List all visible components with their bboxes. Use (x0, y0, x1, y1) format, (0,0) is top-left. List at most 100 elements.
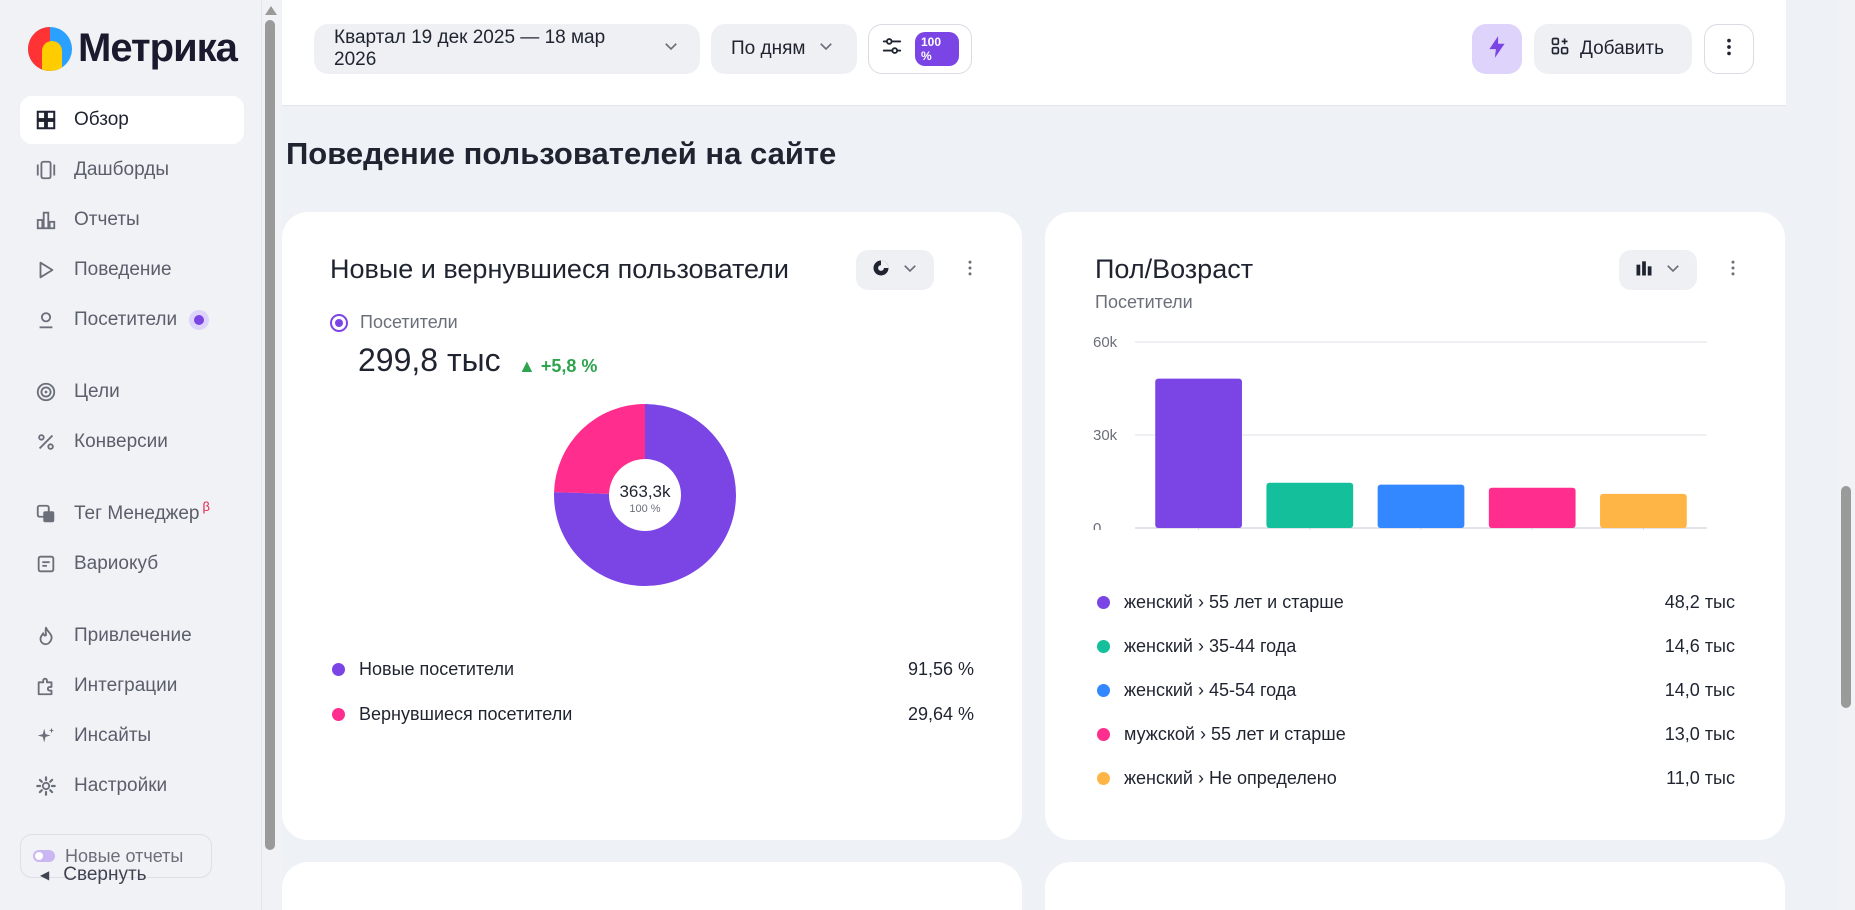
more-vertical-icon (1718, 36, 1740, 63)
play-icon (34, 258, 58, 282)
sidebar-item-acquisition[interactable]: Привлечение (20, 612, 244, 660)
donut-center-percent: 100 % (629, 503, 660, 515)
legend-value: 48,2 тыс (1664, 592, 1735, 612)
user-icon (34, 308, 58, 332)
sidebar-item-label: Дашборды (74, 159, 169, 180)
logo[interactable]: Метрика (28, 26, 238, 71)
sidebar-item-label: Конверсии (74, 431, 168, 452)
sidebar-item-variocube[interactable]: Вариокуб (20, 540, 244, 588)
sidebar-item-label: Обзор (74, 109, 129, 130)
lightning-button[interactable] (1472, 24, 1522, 74)
chevron-down-icon (817, 37, 835, 61)
sidebar-item-label: Тег Менеджер (74, 503, 200, 524)
sidebar-item-reports[interactable]: Отчеты (20, 196, 244, 244)
legend-label: женский › 35-44 года (1124, 636, 1297, 656)
legend-dot (1097, 772, 1110, 785)
sliders-icon (881, 35, 903, 63)
legend-item-new[interactable]: Новые посетители (332, 659, 514, 680)
card-menu-button[interactable] (1721, 250, 1745, 290)
chart-type-selector[interactable] (1619, 250, 1697, 290)
new-reports-toggle[interactable]: Новые отчеты (20, 834, 212, 878)
card-partial-right (1045, 862, 1785, 910)
notification-dot-icon (189, 310, 210, 330)
metric-delta: ▲ +5,8 % (518, 356, 598, 376)
sidebar-item-settings[interactable]: Настройки (20, 762, 244, 810)
page-scrollbar[interactable] (1837, 0, 1855, 910)
period-selector[interactable]: Квартал 19 дек 2025 — 18 мар 2026 (314, 24, 700, 74)
sidebar-item-visitors[interactable]: Посетители (20, 296, 244, 344)
chevron-down-icon (901, 259, 919, 282)
legend-label: женский › Не определено (1124, 768, 1337, 788)
sidebar-scrollbar-thumb[interactable] (265, 20, 275, 850)
card-menu-button[interactable] (958, 250, 982, 290)
pie-chart-icon (871, 258, 891, 283)
bar[interactable] (1266, 482, 1354, 528)
more-button[interactable] (1704, 24, 1754, 74)
legend-label: мужской › 55 лет и старше (1124, 724, 1346, 744)
legend-value: 14,6 тыс (1664, 636, 1735, 656)
metric-selector[interactable]: Посетители (330, 312, 458, 333)
collapse-sidebar-button[interactable]: ◀ Свернуть (40, 864, 147, 886)
legend-dot (332, 708, 345, 721)
donut-slice[interactable] (554, 404, 736, 586)
bar[interactable] (1600, 493, 1687, 528)
donut-slice[interactable] (554, 404, 645, 494)
add-button[interactable]: Добавить (1534, 24, 1692, 74)
y-tick-label: 30k (1093, 427, 1118, 444)
collapse-label: Свернуть (63, 864, 147, 885)
sidebar-item-goals[interactable]: Цели (20, 368, 244, 416)
card-title: Пол/Возраст (1095, 254, 1254, 284)
page-scrollbar-thumb[interactable] (1841, 486, 1851, 708)
sidebar-item-label: Вариокуб (74, 553, 159, 574)
period-label: Квартал 19 дек 2025 — 18 мар 2026 (334, 27, 606, 70)
puzzle-icon (34, 674, 58, 698)
sidebar-item-behavior[interactable]: Поведение (20, 246, 244, 294)
bar[interactable] (1488, 487, 1576, 528)
lightning-icon (1484, 34, 1510, 65)
sidebar-item-tag-manager[interactable]: Тег Менеджер β (20, 490, 244, 538)
bar-chart[interactable]: 0 30k 60k (1085, 330, 1745, 530)
reports-icon (34, 208, 58, 232)
sparkle-icon (34, 724, 58, 748)
card-subtitle: Посетители (1095, 292, 1193, 312)
card-title: Новые и вернувшиеся пользователи (330, 254, 790, 284)
sidebar-item-overview[interactable]: Обзор (20, 96, 244, 144)
granularity-selector[interactable]: По дням (711, 24, 857, 74)
section-title: Поведение пользователей на сайте (286, 136, 837, 171)
caret-left-icon: ◀ (40, 868, 50, 882)
legend-item[interactable]: женский › 45-54 года (1097, 680, 1296, 701)
chart-type-selector[interactable] (856, 250, 934, 290)
metric-label: Посетители (360, 312, 458, 332)
legend-dot (1097, 640, 1110, 653)
bar[interactable] (1155, 378, 1242, 528)
sidebar-item-dashboards[interactable]: Дашборды (20, 146, 244, 194)
sidebar-scrollbar[interactable] (264, 0, 282, 910)
legend-item-returning[interactable]: Вернувшиеся посетители (332, 704, 572, 725)
sidebar-item-label: Посетители (74, 309, 178, 330)
legend-label: Новые посетители (359, 659, 515, 679)
flame-icon (34, 624, 58, 648)
add-label: Добавить (1580, 38, 1664, 59)
bar[interactable] (1377, 484, 1465, 528)
card-new-returning-users: Новые и вернувшиеся пользователи Посетит… (282, 212, 1022, 840)
legend-dot (1097, 728, 1110, 741)
card-partial-left (282, 862, 1022, 910)
sidebar-item-label: Инсайты (74, 725, 152, 746)
sidebar-item-insights[interactable]: Инсайты (20, 712, 244, 760)
sidebar-item-label: Интеграции (74, 675, 178, 696)
dashboards-icon (34, 158, 58, 182)
metric-value: 299,8 тыс (358, 342, 501, 378)
legend-value: 11,0 тыс (1666, 768, 1735, 788)
donut-chart[interactable]: 363,3k 100 % (550, 400, 740, 590)
legend-item[interactable]: женский › 55 лет и старше (1097, 592, 1344, 613)
scroll-up-arrow-icon[interactable] (265, 6, 277, 15)
legend-item[interactable]: мужской › 55 лет и старше (1097, 724, 1346, 745)
add-widget-icon (1550, 36, 1570, 62)
more-vertical-icon (960, 258, 980, 283)
variocube-icon (34, 552, 58, 576)
sidebar-item-conversions[interactable]: Конверсии (20, 418, 244, 466)
filters-button[interactable]: 100 % (868, 24, 972, 74)
legend-item[interactable]: женский › 35-44 года (1097, 636, 1296, 657)
legend-item[interactable]: женский › Не определено (1097, 768, 1337, 789)
sidebar-item-integrations[interactable]: Интеграции (20, 662, 244, 710)
